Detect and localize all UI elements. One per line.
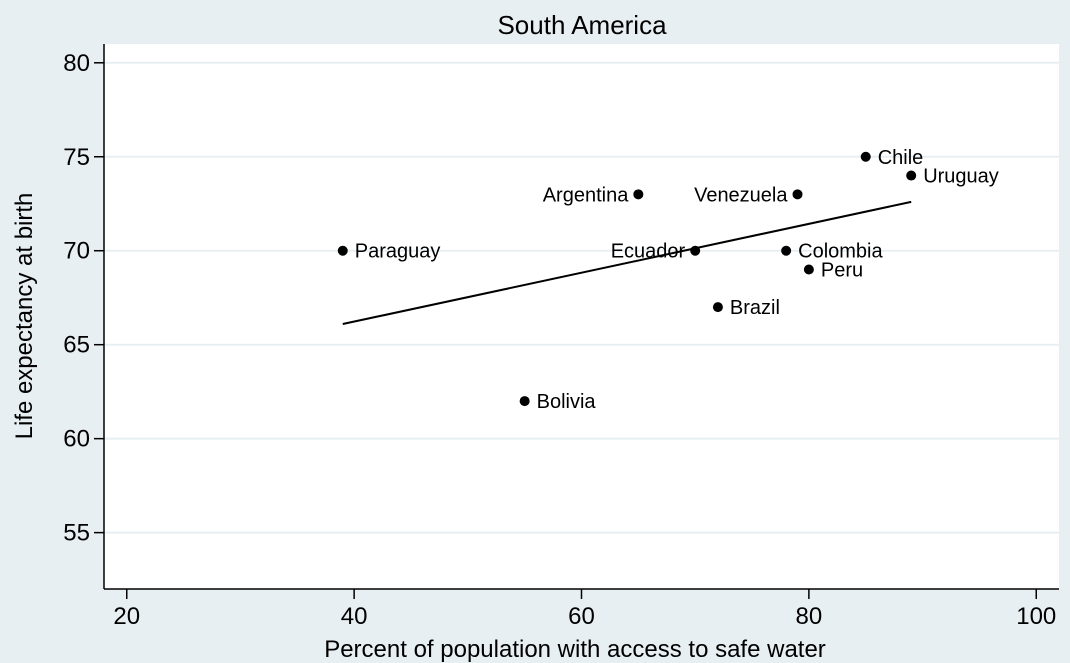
point-label: Peru (821, 260, 863, 282)
point-label: Argentina (543, 184, 629, 206)
point-label: Bolivia (537, 391, 597, 413)
fit-line-layer (342, 200, 912, 325)
x-axis-title: Percent of population with access to saf… (324, 636, 826, 663)
plot-area (104, 44, 1059, 589)
data-point (337, 245, 348, 256)
point-label: Venezuela (694, 184, 788, 206)
data-point (712, 302, 723, 313)
data-point (781, 245, 792, 256)
data-point (633, 189, 644, 200)
point-label: Ecuador (611, 241, 686, 263)
x-tick-label: 80 (796, 603, 823, 630)
points-layer: Paraguay Bolivia Argentina Ecuador Brazil Col… (337, 147, 999, 413)
data-point (906, 170, 917, 181)
data-point (860, 151, 871, 162)
chart-title: South America (497, 10, 667, 40)
y-tick-label: 75 (63, 144, 90, 171)
data-point (803, 264, 814, 275)
y-tick-label: 60 (63, 426, 90, 453)
x-axis-ticks: 20 40 60 80 100 (113, 589, 1056, 630)
data-point (519, 396, 530, 407)
point-label: Chile (878, 147, 924, 169)
point-label: Paraguay (355, 241, 441, 263)
point-label: Uruguay (923, 166, 999, 188)
y-tick-label: 80 (63, 50, 90, 77)
y-tick-label: 70 (63, 238, 90, 265)
fitted-line (342, 200, 912, 325)
x-tick-label: 40 (341, 603, 368, 630)
grid-layer (104, 61, 1059, 534)
point-label: Brazil (730, 297, 780, 319)
y-axis-title: Life expectancy at birth (11, 193, 38, 440)
y-axis-ticks: 55 60 65 70 75 80 (63, 50, 104, 547)
data-point (792, 189, 803, 200)
x-tick-label: 20 (113, 603, 140, 630)
y-tick-label: 55 (63, 520, 90, 547)
x-tick-label: 100 (1016, 603, 1056, 630)
x-tick-label: 60 (568, 603, 595, 630)
y-tick-label: 65 (63, 332, 90, 359)
point-label: Colombia (798, 241, 883, 263)
data-point (690, 245, 701, 256)
